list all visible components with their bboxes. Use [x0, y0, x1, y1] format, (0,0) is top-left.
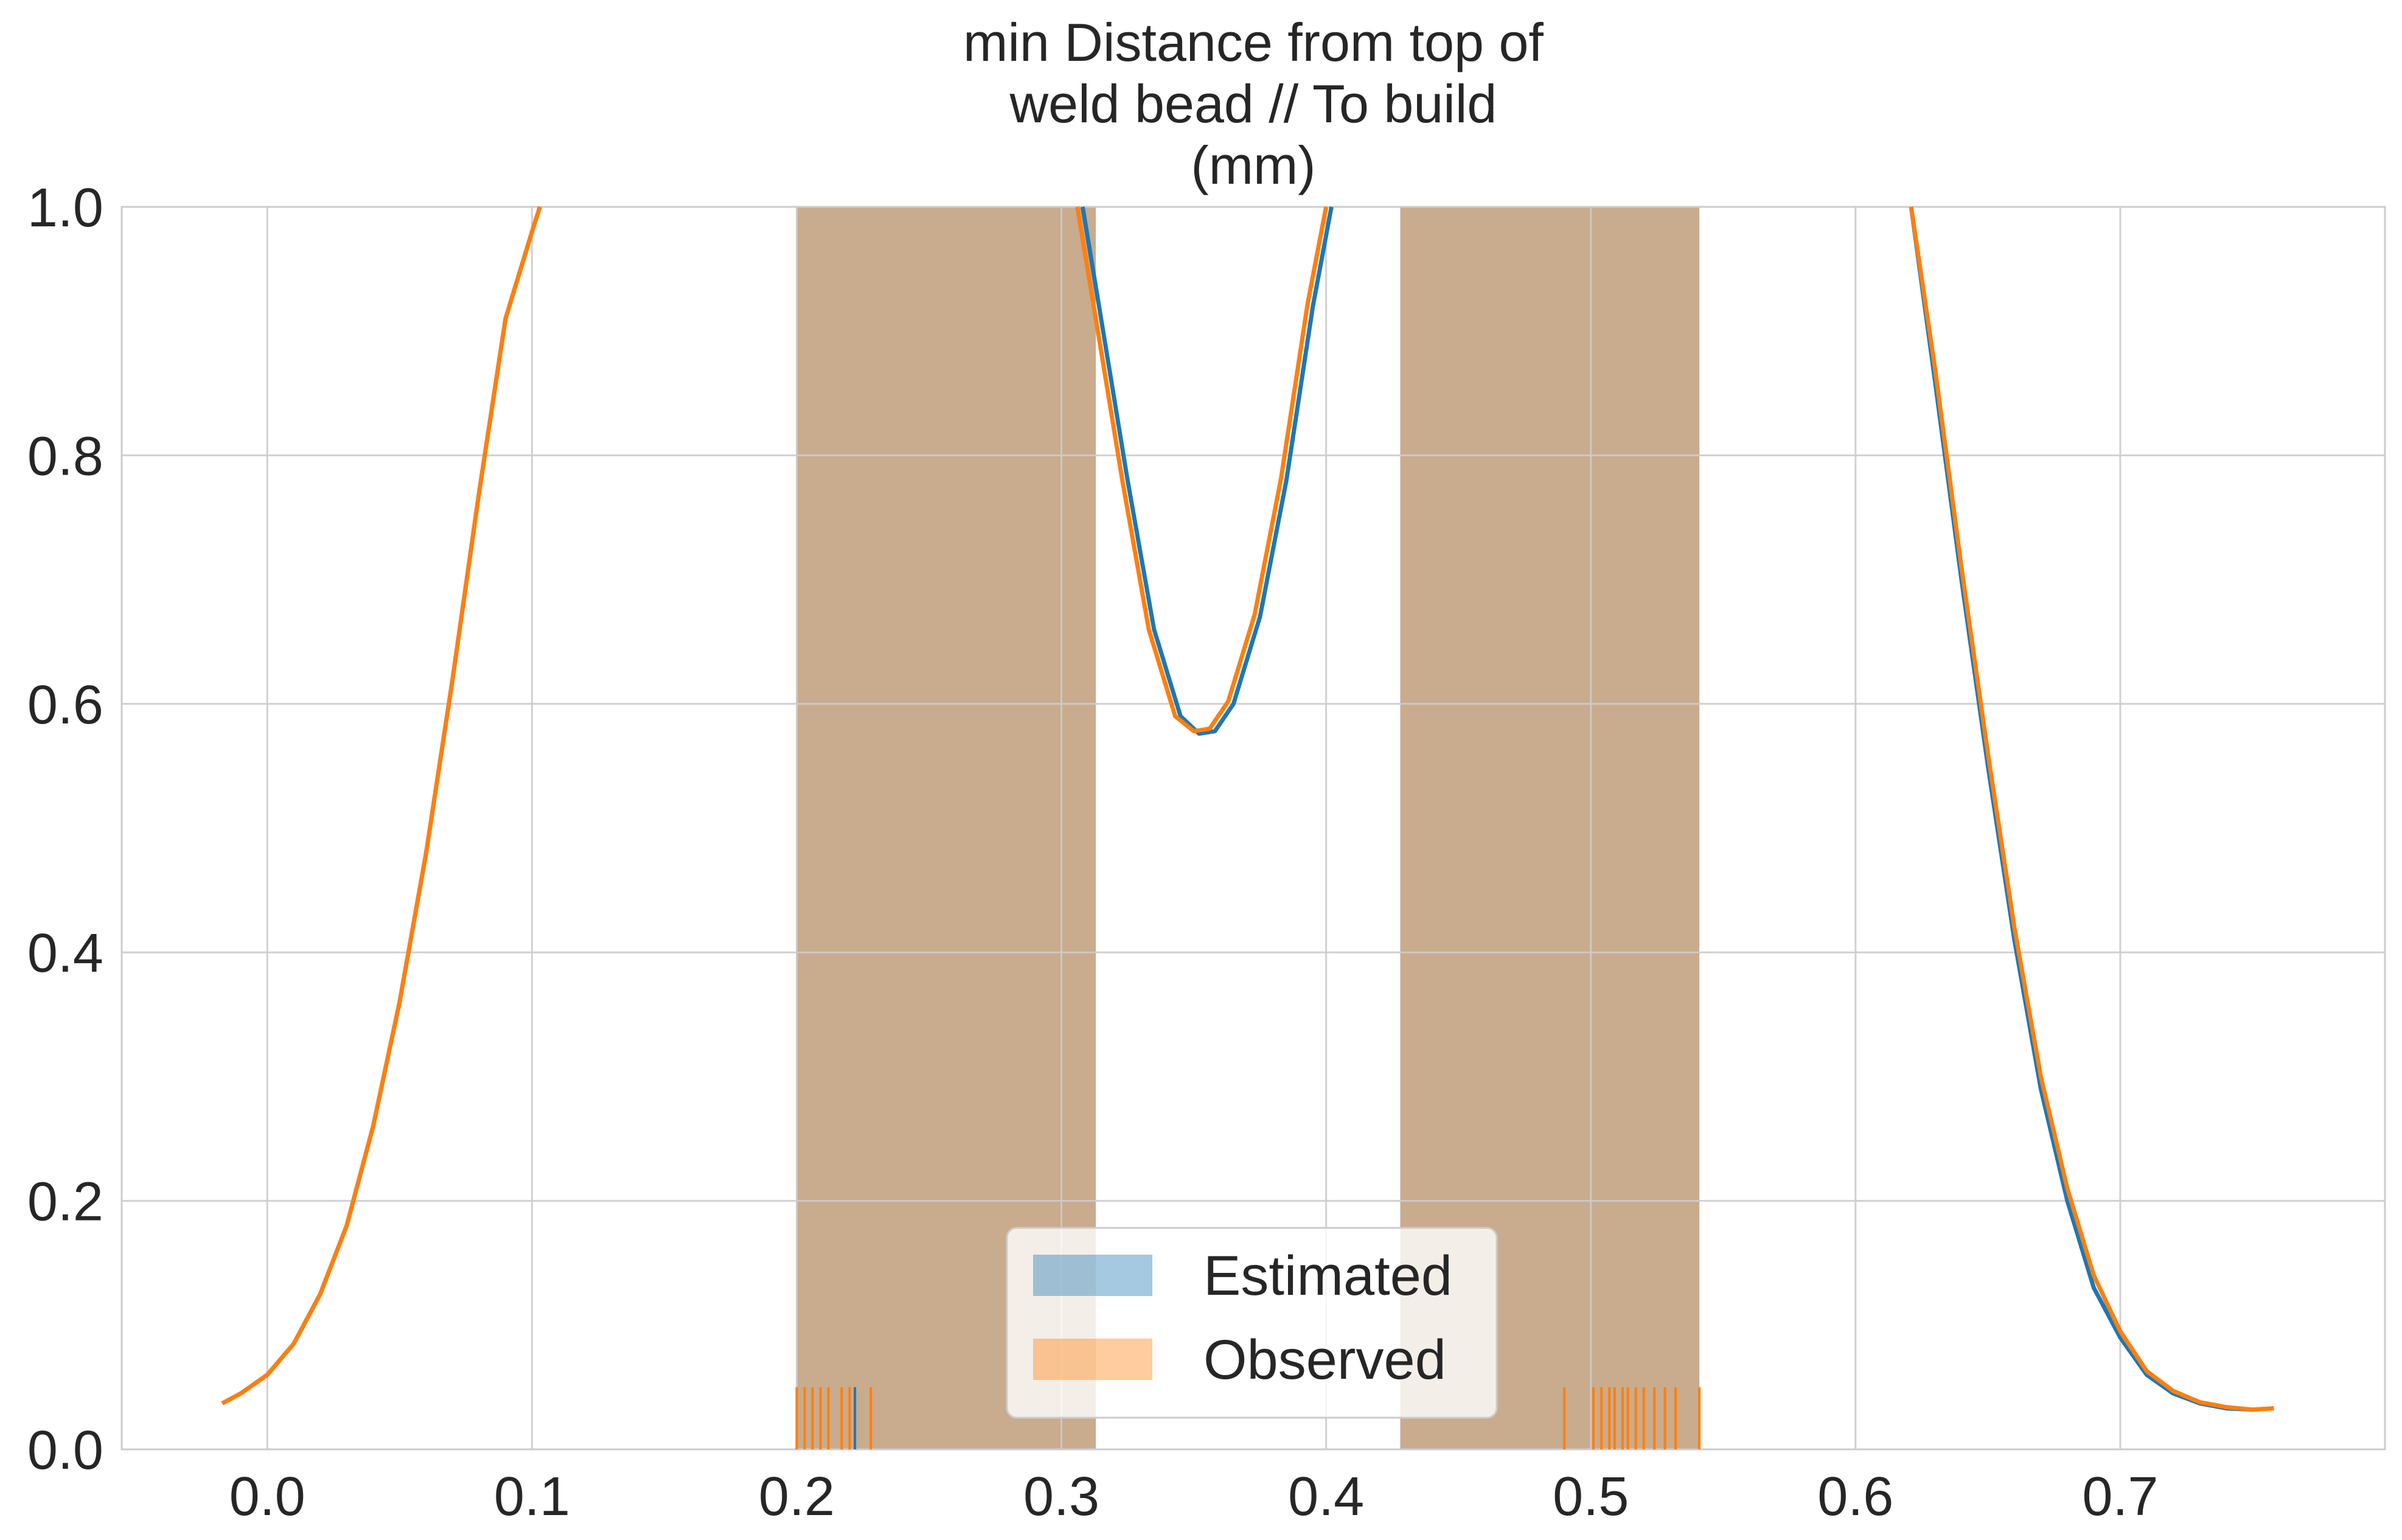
x-tick-labels: 0.0 0.1 0.2 0.3 0.4 0.5 0.6 0.7 [229, 1466, 2159, 1527]
y-tick-label: 0.4 [27, 923, 103, 984]
chart-title-line: min Distance from top of [963, 12, 1544, 72]
legend-swatch-estimated [1033, 1255, 1152, 1296]
y-tick-label: 0.0 [27, 1420, 103, 1481]
plot-area-frame [120, 206, 2386, 1451]
series-line-observed [221, 206, 542, 1406]
x-tick-label: 0.7 [2082, 1466, 2158, 1527]
chart-title-line: (mm) [1191, 135, 1315, 195]
series-lines [221, 206, 2274, 1412]
x-tick-label: 0.2 [759, 1466, 835, 1527]
x-tick-label: 0.1 [494, 1466, 570, 1527]
y-tick-label: 0.8 [27, 426, 103, 487]
legend: Estimated Observed [1006, 1227, 1498, 1419]
series-line-observed [1909, 206, 2274, 1412]
rug-marks [795, 1387, 1701, 1449]
legend-label-estimated: Estimated [1203, 1245, 1452, 1307]
legend-label-observed: Observed [1203, 1329, 1446, 1391]
x-tick-label: 0.6 [1817, 1466, 1893, 1527]
series-line-estimated [1909, 206, 2274, 1412]
legend-swatch-observed [1033, 1339, 1152, 1380]
x-tick-label: 0.0 [229, 1466, 305, 1527]
x-tick-label: 0.5 [1553, 1466, 1629, 1527]
chart-title-line: weld bead // To build [1009, 74, 1497, 134]
series-line-observed [1075, 206, 1329, 734]
x-tick-label: 0.4 [1288, 1466, 1364, 1527]
legend-box [1006, 1227, 1498, 1419]
y-tick-labels: 0.0 0.2 0.4 0.6 0.8 1.0 [27, 178, 103, 1481]
y-tick-label: 0.6 [27, 675, 103, 736]
y-tick-label: 0.2 [27, 1172, 103, 1233]
y-tick-label: 1.0 [27, 178, 103, 239]
series-line-estimated [221, 206, 542, 1406]
x-tick-label: 0.3 [1023, 1466, 1099, 1527]
series-line-estimated [1080, 206, 1334, 736]
